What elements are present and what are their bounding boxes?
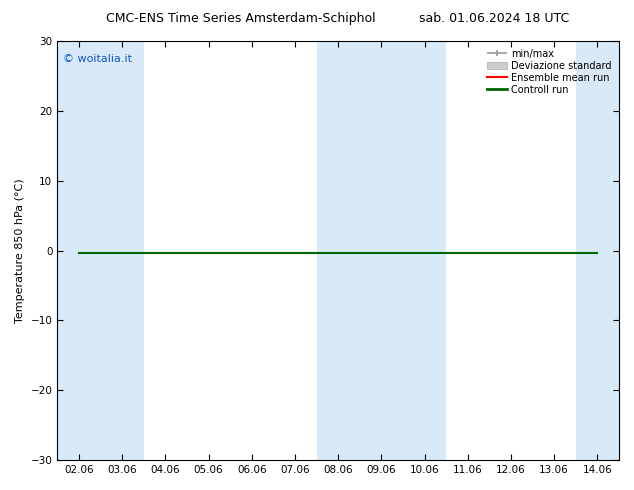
Bar: [101, 41, 144, 460]
Legend: min/max, Deviazione standard, Ensemble mean run, Controll run: min/max, Deviazione standard, Ensemble m…: [484, 46, 614, 98]
Y-axis label: Temperature 850 hPa (°C): Temperature 850 hPa (°C): [15, 178, 25, 323]
Bar: [403, 41, 446, 460]
Bar: [316, 41, 359, 460]
Text: © woitalia.it: © woitalia.it: [63, 53, 132, 64]
Bar: [359, 41, 403, 460]
Bar: [57, 41, 101, 460]
Text: CMC-ENS Time Series Amsterdam-Schiphol: CMC-ENS Time Series Amsterdam-Schiphol: [106, 12, 376, 25]
Bar: [576, 41, 619, 460]
Text: sab. 01.06.2024 18 UTC: sab. 01.06.2024 18 UTC: [420, 12, 569, 25]
